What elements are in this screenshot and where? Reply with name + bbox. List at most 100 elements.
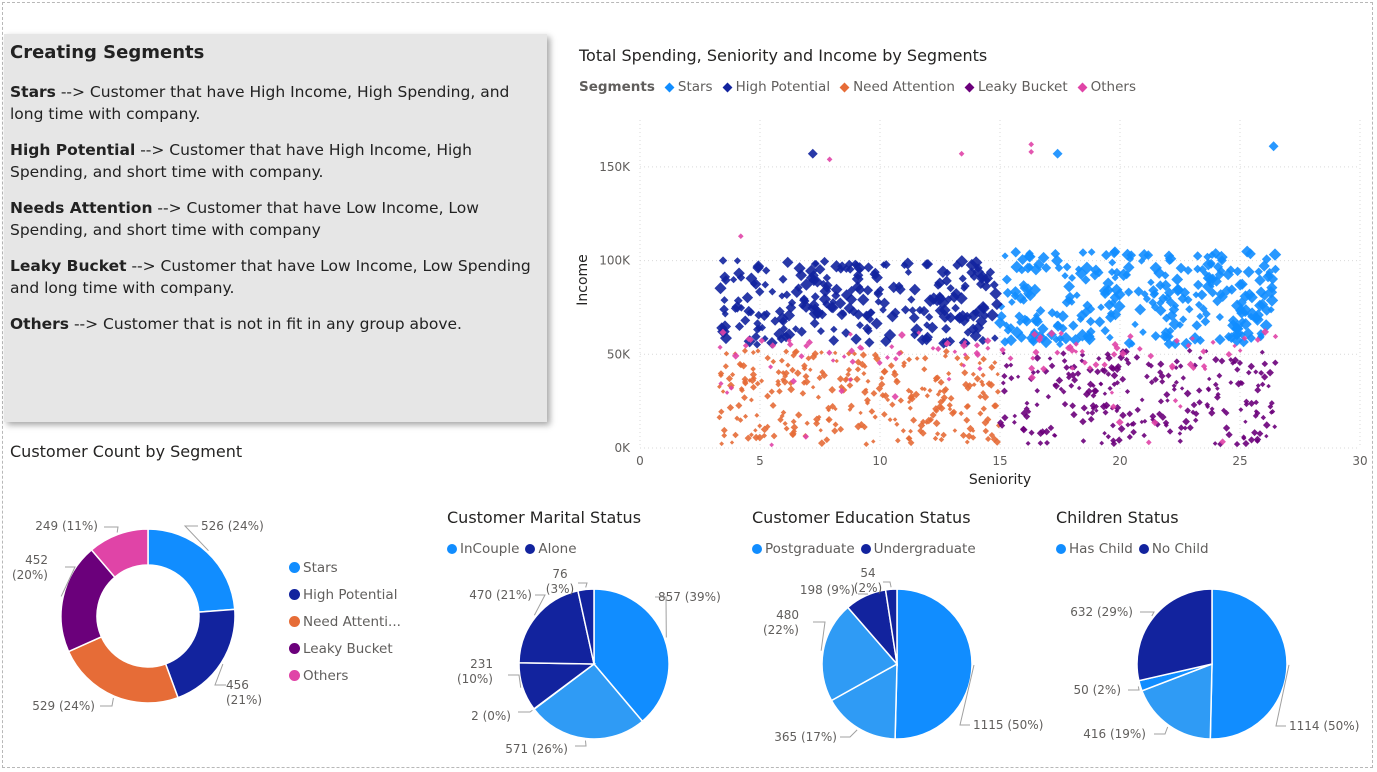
scatter-point-others[interactable] <box>1232 343 1237 349</box>
scatter-point-need-attention[interactable] <box>748 397 754 403</box>
scatter-point-need-attention[interactable] <box>729 372 736 378</box>
scatter-point-stars[interactable] <box>1196 289 1208 301</box>
scatter-point-need-attention[interactable] <box>921 355 929 362</box>
scatter-point-high-potential[interactable] <box>908 312 920 324</box>
scatter-point-stars[interactable] <box>1264 270 1273 280</box>
scatter-point-leaky-bucket[interactable] <box>1061 400 1069 408</box>
scatter-point-leaky-bucket[interactable] <box>1222 424 1231 432</box>
scatter-point-stars[interactable] <box>1073 291 1081 300</box>
scatter-point-need-attention[interactable] <box>735 402 743 410</box>
scatter-point-high-potential[interactable] <box>714 282 727 295</box>
legend-item-undergraduate[interactable]: Undergraduate <box>860 541 976 557</box>
scatter-point-leaky-bucket[interactable] <box>1206 376 1212 382</box>
children-pie[interactable]: 1114 (50%) 416 (19%) 50 (2%) 632 (29%) <box>1050 560 1365 765</box>
scatter-point-others[interactable] <box>1151 419 1159 427</box>
scatter-point-need-attention[interactable] <box>947 406 953 412</box>
scatter-point-need-attention[interactable] <box>720 426 728 434</box>
scatter-point-need-attention[interactable] <box>846 366 853 373</box>
scatter-point-high-potential[interactable] <box>809 318 820 329</box>
education-legend[interactable]: Postgraduate Undergraduate <box>752 541 984 557</box>
scatter-point-high-potential[interactable] <box>881 260 891 270</box>
pie-slice[interactable] <box>593 588 670 723</box>
scatter-point-leaky-bucket[interactable] <box>1252 413 1259 419</box>
scatter-point-stars[interactable] <box>1061 272 1069 280</box>
scatter-point-leaky-bucket[interactable] <box>1053 433 1058 438</box>
scatter-point-need-attention[interactable] <box>750 383 757 391</box>
scatter-point-leaky-bucket[interactable] <box>1173 358 1180 365</box>
scatter-point-stars[interactable] <box>1215 312 1224 322</box>
scatter-point-high-potential[interactable] <box>962 311 973 322</box>
scatter-point-leaky-bucket[interactable] <box>1034 402 1040 408</box>
scatter-point-high-potential[interactable] <box>770 316 780 326</box>
scatter-point-high-potential[interactable] <box>926 321 939 334</box>
scatter-point-stars[interactable] <box>1198 265 1207 274</box>
scatter-point-high-potential[interactable] <box>941 323 952 334</box>
scatter-point-leaky-bucket[interactable] <box>1205 386 1212 392</box>
scatter-point-stars[interactable] <box>1214 333 1226 346</box>
scatter-point-need-attention[interactable] <box>834 358 839 364</box>
scatter-point-high-potential[interactable] <box>768 287 777 296</box>
scatter-point-need-attention[interactable] <box>887 417 893 423</box>
scatter-point-need-attention[interactable] <box>725 375 733 383</box>
scatter-point-stars[interactable] <box>1162 313 1171 323</box>
scatter-point-leaky-bucket[interactable] <box>1186 424 1194 432</box>
scatter-point-others[interactable] <box>916 330 922 336</box>
scatter-point-high-potential[interactable] <box>841 328 851 338</box>
pie-slice[interactable] <box>90 528 149 579</box>
scatter-point-high-potential[interactable] <box>790 285 803 299</box>
scatter-point-need-attention[interactable] <box>739 362 748 370</box>
scatter-point-need-attention[interactable] <box>775 369 782 376</box>
scatter-point-leaky-bucket[interactable] <box>1001 372 1008 380</box>
scatter-point-need-attention[interactable] <box>977 410 984 417</box>
scatter-point-high-potential[interactable] <box>778 292 786 300</box>
scatter-point-need-attention[interactable] <box>825 417 831 423</box>
scatter-point-need-attention[interactable] <box>787 385 795 394</box>
scatter-point-need-attention[interactable] <box>749 371 758 379</box>
scatter-point-leaky-bucket[interactable] <box>1086 380 1095 388</box>
pie-slice[interactable] <box>1141 662 1213 740</box>
scatter-point-leaky-bucket[interactable] <box>1105 354 1113 362</box>
scatter-point-stars[interactable] <box>1069 334 1082 346</box>
scatter-point-others[interactable] <box>984 337 992 345</box>
scatter-point-stars[interactable] <box>1202 271 1216 285</box>
scatter-point-leaky-bucket[interactable] <box>1070 411 1078 419</box>
scatter-point-leaky-bucket[interactable] <box>1254 386 1262 394</box>
scatter-point-need-attention[interactable] <box>782 420 788 427</box>
scatter-point-leaky-bucket[interactable] <box>1076 385 1082 391</box>
scatter-point-high-potential[interactable] <box>969 329 982 342</box>
scatter-point-leaky-bucket[interactable] <box>1020 409 1029 418</box>
scatter-point-leaky-bucket[interactable] <box>1074 370 1082 377</box>
scatter-point-leaky-bucket[interactable] <box>1184 407 1192 414</box>
scatter-point-need-attention[interactable] <box>964 439 970 445</box>
scatter-point-need-attention[interactable] <box>895 437 901 444</box>
scatter-point-others[interactable] <box>849 358 856 365</box>
scatter-point-stars[interactable] <box>1212 296 1223 307</box>
scatter-point-need-attention[interactable] <box>843 375 849 382</box>
scatter-point-stars[interactable] <box>1037 251 1050 264</box>
scatter-point-need-attention[interactable] <box>794 369 802 377</box>
scatter-point-high-potential[interactable] <box>741 291 754 304</box>
scatter-point-others[interactable] <box>769 442 774 448</box>
scatter-point-others[interactable] <box>1237 348 1243 353</box>
pie-slice[interactable] <box>1209 588 1288 740</box>
scatter-point-need-attention[interactable] <box>893 378 901 386</box>
scatter-point-high-potential[interactable] <box>792 325 800 333</box>
scatter-point-leaky-bucket[interactable] <box>1102 431 1107 436</box>
scatter-outlier[interactable] <box>1028 141 1035 148</box>
scatter-point-stars[interactable] <box>1089 269 1101 281</box>
scatter-point-leaky-bucket[interactable] <box>1110 371 1119 380</box>
pie-slice[interactable] <box>577 588 595 665</box>
scatter-point-need-attention[interactable] <box>729 440 735 445</box>
scatter-point-leaky-bucket[interactable] <box>1008 362 1014 368</box>
scatter-point-others[interactable] <box>847 377 853 383</box>
scatter-point-need-attention[interactable] <box>770 432 778 440</box>
scatter-point-stars[interactable] <box>1087 248 1096 256</box>
scatter-point-high-potential[interactable] <box>782 256 794 269</box>
scatter-point-stars[interactable] <box>1107 268 1116 277</box>
scatter-point-need-attention[interactable] <box>952 428 958 433</box>
scatter-point-need-attention[interactable] <box>881 411 888 418</box>
scatter-legend[interactable]: Segments Stars High Potential Need Atten… <box>579 79 1144 95</box>
scatter-point-need-attention[interactable] <box>921 366 928 373</box>
scatter-point-others[interactable] <box>930 345 936 351</box>
scatter-point-need-attention[interactable] <box>906 356 912 363</box>
